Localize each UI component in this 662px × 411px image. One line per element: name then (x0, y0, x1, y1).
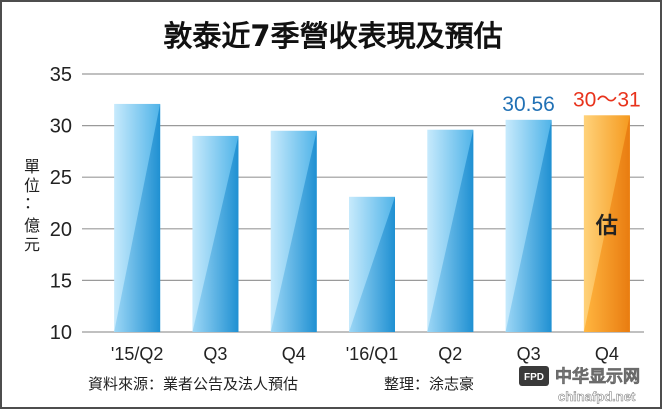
chart-title: 敦泰近7季營收表現及預估 (163, 19, 502, 53)
y-axis-label-char: 位 (24, 176, 40, 195)
data-label: 30.56 (502, 93, 555, 116)
watermark-logo: FPD 中华显示网 chinafpd.net (519, 366, 640, 404)
bar (192, 135, 239, 332)
estimate-mark: 估 (595, 214, 618, 239)
y-axis-label-char: ： (24, 193, 40, 212)
x-tick-label: Q2 (438, 344, 462, 364)
x-tick-label: '16/Q1 (346, 344, 398, 364)
x-tick-label: Q3 (203, 344, 227, 364)
bar (114, 103, 161, 332)
y-axis-label-char: 單 (24, 157, 40, 176)
bars (114, 103, 630, 332)
y-tick-label: 30 (50, 116, 72, 138)
y-tick-label: 10 (50, 322, 72, 344)
x-tick-label: Q4 (595, 344, 619, 364)
y-axis-label-char: 元 (24, 235, 40, 254)
y-tick-label: 25 (50, 167, 72, 189)
bar-estimate (583, 115, 630, 332)
bar-shade (427, 129, 474, 332)
watermark-badge-text: FPD (524, 372, 544, 383)
watermark-badge (519, 366, 549, 386)
y-tick-label: 20 (50, 219, 72, 241)
data-label: 30～31 (573, 88, 641, 111)
x-tick-label: '15/Q2 (111, 344, 163, 364)
data-labels: 30.56 30～31 估 (502, 88, 640, 239)
x-tick-label: Q3 (517, 344, 541, 364)
editor-note: 整理：涂志豪 (384, 375, 474, 393)
bar-shade (583, 115, 630, 332)
x-axis-ticks: '15/Q2 Q3 Q4 '16/Q1 Q2 Q3 Q4 (111, 344, 619, 364)
y-axis-label: 單 位 ： 億 元 (24, 157, 40, 254)
y-tick-label: 35 (50, 64, 72, 86)
bar-shade (192, 135, 239, 332)
bar-shade (270, 130, 317, 332)
bar-shade (349, 196, 395, 332)
watermark-url: chinafpd.net (558, 389, 636, 404)
bar-shade (505, 119, 552, 332)
watermark-cn: 中华显示网 (555, 366, 640, 387)
y-axis-label-char: 億 (24, 216, 40, 235)
y-tick-label: 15 (50, 270, 72, 292)
y-axis-ticks: 10 15 20 25 30 35 (50, 64, 72, 344)
bar-shade (114, 103, 161, 332)
bar (505, 119, 552, 332)
bar (349, 196, 395, 332)
source-note: 資料來源：業者公告及法人預估 (88, 375, 298, 393)
bar (270, 130, 317, 332)
x-tick-label: Q4 (282, 344, 306, 364)
bar (427, 129, 474, 332)
